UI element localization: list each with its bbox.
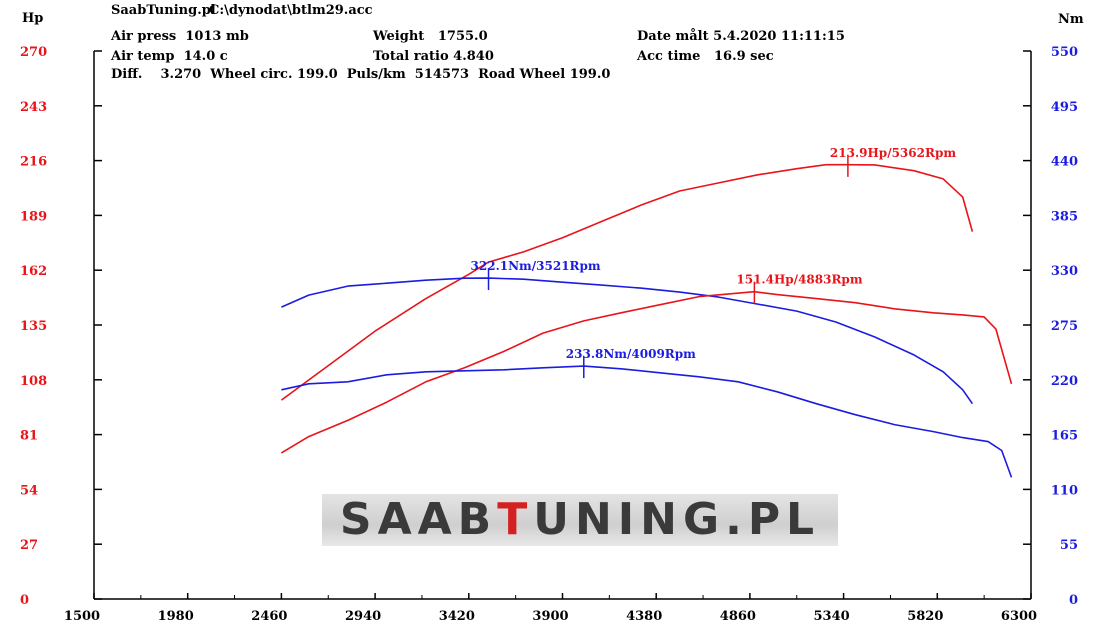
left-tick-label: 108 (20, 374, 47, 389)
weight: Weight 1755.0 (373, 29, 488, 44)
left-tick-label: 135 (20, 319, 47, 334)
air-temp: Air temp 14.0 c (111, 49, 228, 64)
diff-line: Diff. 3.270 Wheel circ. 199.0 Puls/km 51… (111, 67, 611, 82)
x-tick-label: 2940 (345, 609, 381, 624)
x-tick-label: 6300 (1001, 609, 1037, 624)
saabtuning-logo-watermark: SAABTUNING.PL (322, 494, 838, 546)
x-tick-label: 4380 (626, 609, 662, 624)
file-path: C:\dynodat\btlm29.acc (209, 3, 373, 18)
x-tick-label: 3420 (439, 609, 475, 624)
right-axis-title: Nm (1058, 12, 1084, 27)
left-tick-label: 0 (20, 593, 29, 608)
left-tick-label: 189 (20, 209, 47, 224)
logo-text-prefix: SAAB (339, 494, 498, 545)
left-tick-label: 54 (20, 483, 38, 498)
app-name: SaabTuning.pl (111, 3, 216, 18)
total-ratio: Total ratio 4.840 (373, 49, 494, 64)
right-tick-label: 220 (1051, 374, 1078, 389)
logo-text-suffix: UNING.PL (533, 494, 821, 545)
right-tick-label: 0 (1069, 593, 1078, 608)
left-tick-label: 162 (20, 264, 47, 279)
logo-text-t: T (497, 494, 534, 545)
x-tick-label: 2460 (251, 609, 287, 624)
x-tick-label: 3900 (532, 609, 568, 624)
left-tick-label: 81 (20, 429, 38, 444)
x-tick-label: 4860 (720, 609, 756, 624)
series-line-hp-2 (280, 290, 1013, 454)
peak-label-1: 322.1Nm/3521Rpm (471, 259, 601, 273)
right-tick-label: 495 (1051, 100, 1078, 115)
left-tick-label: 270 (20, 45, 47, 60)
left-tick-label: 243 (20, 100, 47, 115)
x-tick-label: 5340 (814, 609, 850, 624)
air-press: Air press 1013 mb (111, 29, 249, 44)
x-tick-label: 1980 (158, 609, 194, 624)
left-tick-label: 216 (20, 155, 47, 170)
left-axis-title: Hp (22, 11, 43, 26)
peak-label-3: 233.8Nm/4009Rpm (566, 347, 696, 361)
series-line-nm-1 (281, 277, 974, 405)
peak-label-0: 213.9Hp/5362Rpm (830, 146, 956, 160)
date-measured: Date målt 5.4.2020 11:11:15 (637, 29, 845, 44)
acc-time: Acc time 16.9 sec (637, 49, 774, 64)
x-tick-label: 1500 (64, 609, 100, 624)
right-tick-label: 110 (1051, 483, 1078, 498)
right-tick-label: 55 (1060, 538, 1078, 553)
series-line-nm-3 (281, 365, 1013, 478)
right-tick-label: 165 (1051, 429, 1078, 444)
right-tick-label: 440 (1051, 155, 1078, 170)
series-line-hp-0 (280, 163, 974, 401)
right-tick-label: 385 (1051, 209, 1078, 224)
x-tick-label: 5820 (907, 609, 943, 624)
left-tick-label: 27 (20, 538, 38, 553)
right-tick-label: 330 (1051, 264, 1078, 279)
right-tick-label: 550 (1051, 45, 1078, 60)
peak-label-2: 151.4Hp/4883Rpm (736, 273, 862, 287)
right-tick-label: 275 (1051, 319, 1078, 334)
